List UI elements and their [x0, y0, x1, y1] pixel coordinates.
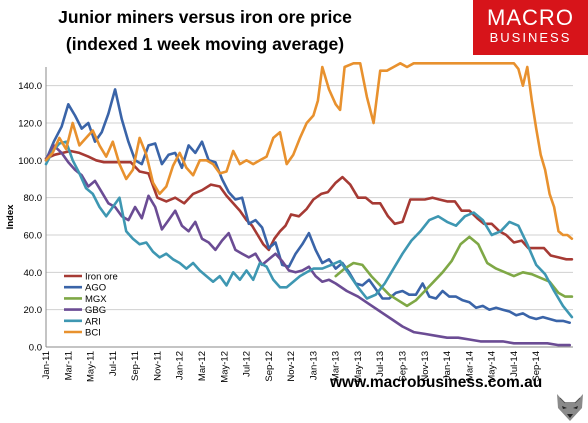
y-axis-label: Index [5, 204, 16, 230]
logo-line-2: BUSINESS [489, 30, 572, 45]
x-tick-label: Sep-13 [398, 351, 409, 382]
x-tick-label: May-14 [487, 351, 498, 383]
x-tick-label: Jul-11 [108, 351, 119, 376]
y-tick-label: 0.0 [29, 343, 42, 354]
y-tick-label: 40.0 [24, 268, 43, 279]
x-tick-label: May-11 [86, 351, 97, 382]
macrobusiness-logo: MACRO BUSINESS [473, 0, 588, 55]
x-tick-label: Sep-11 [130, 351, 141, 381]
x-tick-label: Mar-14 [464, 351, 475, 381]
y-tick-label: 60.0 [24, 231, 43, 242]
series-line-iron-ore [44, 149, 574, 261]
y-tick-labels: 0.0 20.0 40.0 60.0 80.0 100.0 120.0 140.0 [18, 81, 42, 353]
x-tick-label: May-12 [219, 351, 230, 383]
y-tick-label: 100.0 [18, 156, 42, 167]
logo-line-1: MACRO [487, 5, 574, 30]
series-line-bci [44, 61, 574, 240]
x-tick-label: Mar-11 [63, 351, 74, 380]
x-tick-label: Jul-12 [242, 351, 253, 377]
x-tick-label: Mar-12 [197, 351, 208, 381]
x-tick-label: Nov-11 [152, 351, 163, 381]
x-tick-label: Nov-12 [286, 351, 297, 382]
x-tick-labels: Jan-11 Mar-11 May-11 Jul-11 Sep-11 Nov-11 Jan-… [41, 351, 542, 383]
footer-url: www.macrobusiness.com.au [330, 374, 543, 391]
x-tick-label: Jan-13 [308, 351, 319, 380]
x-tick-label: Jul-13 [375, 351, 386, 377]
y-tick-label: 80.0 [24, 193, 43, 204]
x-tick-label: Jan-11 [41, 351, 52, 379]
x-tick-label: Jul-14 [509, 351, 520, 377]
legend-label: MGX [85, 294, 107, 305]
x-tick-label: Sep-12 [264, 351, 275, 382]
x-tick-label: Mar-13 [331, 351, 342, 381]
y-tick-label: 140.0 [18, 81, 42, 92]
x-tick-label: Sep-14 [531, 351, 542, 382]
axes [45, 67, 573, 348]
x-tick-label: Jan-14 [442, 351, 453, 380]
legend-label: AGO [85, 283, 106, 294]
series-line-mgx [334, 235, 574, 308]
x-tick-label: Nov-13 [420, 351, 431, 382]
series-lines [44, 61, 574, 347]
chart-title: Junior miners versus iron ore price (ind… [0, 4, 410, 58]
title-line-1: Junior miners versus iron ore price [58, 7, 352, 27]
y-tick-label: 120.0 [18, 119, 42, 130]
legend-label: Iron ore [85, 272, 118, 283]
series-line-ari [44, 140, 574, 319]
legend-label: GBG [85, 305, 106, 316]
y-tick-label: 20.0 [24, 305, 43, 316]
legend-label: BCI [85, 328, 101, 339]
x-tick-label: Jan-12 [175, 351, 186, 380]
title-line-2: (indexed 1 week moving average) [65, 34, 345, 54]
x-tick-label: May-13 [353, 351, 364, 383]
legend-label: ARI [85, 316, 101, 327]
wolf-mascot-icon [557, 394, 583, 421]
